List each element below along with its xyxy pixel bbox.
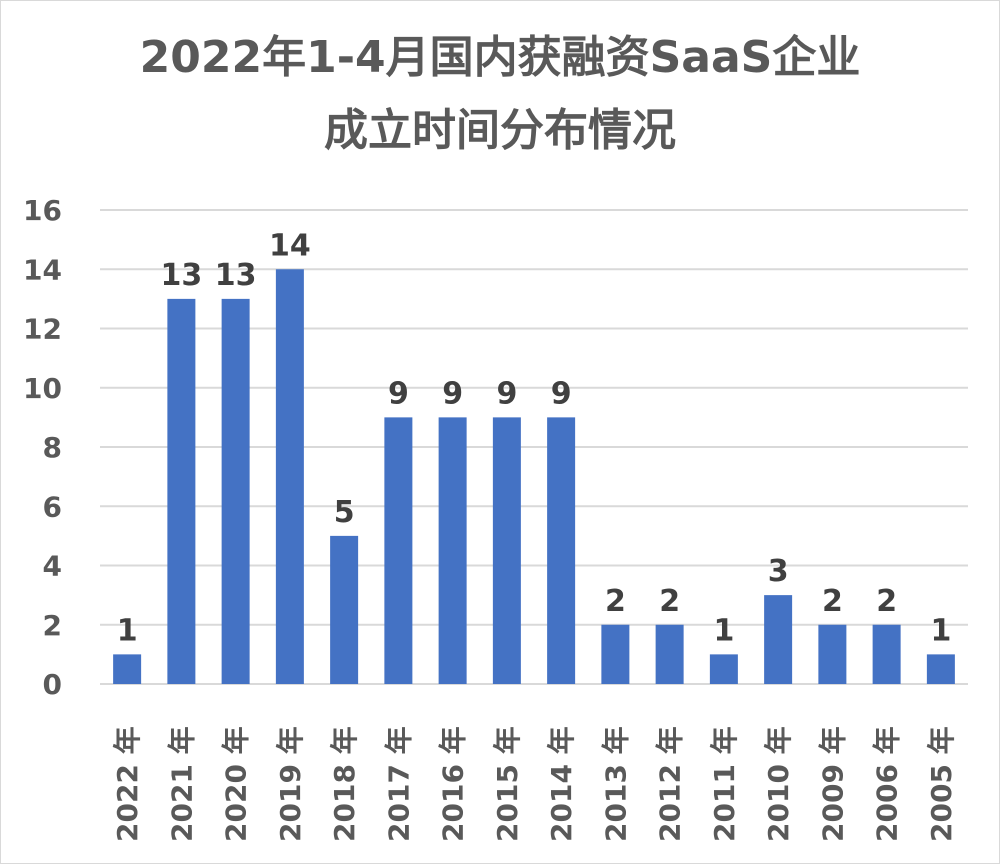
data-label: 2	[605, 584, 626, 619]
bar	[872, 624, 901, 684]
data-label: 9	[442, 376, 463, 411]
x-tick-label: 2010 年	[762, 726, 795, 842]
bar	[275, 269, 304, 684]
bar	[113, 654, 142, 684]
y-tick-label: 0	[43, 668, 62, 701]
x-tick-label: 2009 年	[816, 726, 849, 842]
data-label: 2	[659, 584, 680, 619]
bar	[384, 417, 413, 684]
x-tick-label: 2006 年	[871, 726, 904, 842]
data-label: 2	[822, 584, 843, 619]
bar	[547, 417, 576, 684]
y-tick-label: 12	[23, 313, 62, 346]
x-tick-label: 2022 年	[111, 726, 144, 842]
y-tick-label: 8	[43, 431, 62, 464]
x-tick-label: 2015 年	[491, 726, 524, 842]
y-tick-label: 2	[43, 609, 62, 642]
data-label: 5	[334, 495, 355, 530]
bar	[492, 417, 521, 684]
x-tick-label: 2011 年	[708, 726, 741, 842]
bar	[818, 624, 847, 684]
x-axis: 2022 年 2021 年 2020 年 2019 年 2018 年 2017 年 2016…	[111, 726, 958, 842]
x-tick-label: 2005 年	[925, 726, 958, 842]
x-tick-label: 2012 年	[654, 726, 687, 842]
y-tick-label: 6	[43, 490, 62, 523]
bar	[655, 624, 684, 684]
chart-title-line1: 2022年1-4月国内获融资SaaS企业	[139, 32, 861, 83]
data-label: 1	[713, 613, 734, 648]
y-axis: 0 2 4 6 8 10 12 14 16	[23, 194, 62, 701]
x-tick-label: 2016 年	[437, 726, 470, 842]
x-tick-label: 2013 年	[599, 726, 632, 842]
x-tick-label: 2019 年	[274, 726, 307, 842]
bar	[926, 654, 955, 684]
data-label: 9	[388, 376, 409, 411]
chart-title-line2: 成立时间分布情况	[324, 105, 676, 156]
data-label: 14	[269, 228, 311, 263]
x-tick-label: 2017 年	[382, 726, 415, 842]
y-tick-label: 16	[23, 194, 62, 227]
bar	[167, 298, 196, 684]
data-label: 9	[551, 376, 572, 411]
x-tick-label: 2018 年	[328, 726, 361, 842]
data-label: 9	[496, 376, 517, 411]
bar	[764, 595, 793, 684]
x-tick-label: 2014 年	[545, 726, 578, 842]
x-tick-label: 2020 年	[220, 726, 253, 842]
data-label: 3	[768, 554, 789, 589]
x-tick-label: 2021 年	[165, 726, 198, 842]
bar	[330, 535, 359, 684]
y-tick-label: 10	[23, 372, 62, 405]
data-label: 1	[930, 613, 951, 648]
bar	[709, 654, 738, 684]
data-label: 2	[876, 584, 897, 619]
data-label: 13	[215, 258, 257, 293]
bars	[113, 269, 955, 684]
y-tick-label: 4	[43, 550, 62, 583]
bar	[601, 624, 630, 684]
y-tick-label: 14	[23, 253, 62, 286]
bar	[438, 417, 467, 684]
bar	[221, 298, 250, 684]
data-label: 13	[161, 258, 203, 293]
data-label: 1	[117, 613, 138, 648]
